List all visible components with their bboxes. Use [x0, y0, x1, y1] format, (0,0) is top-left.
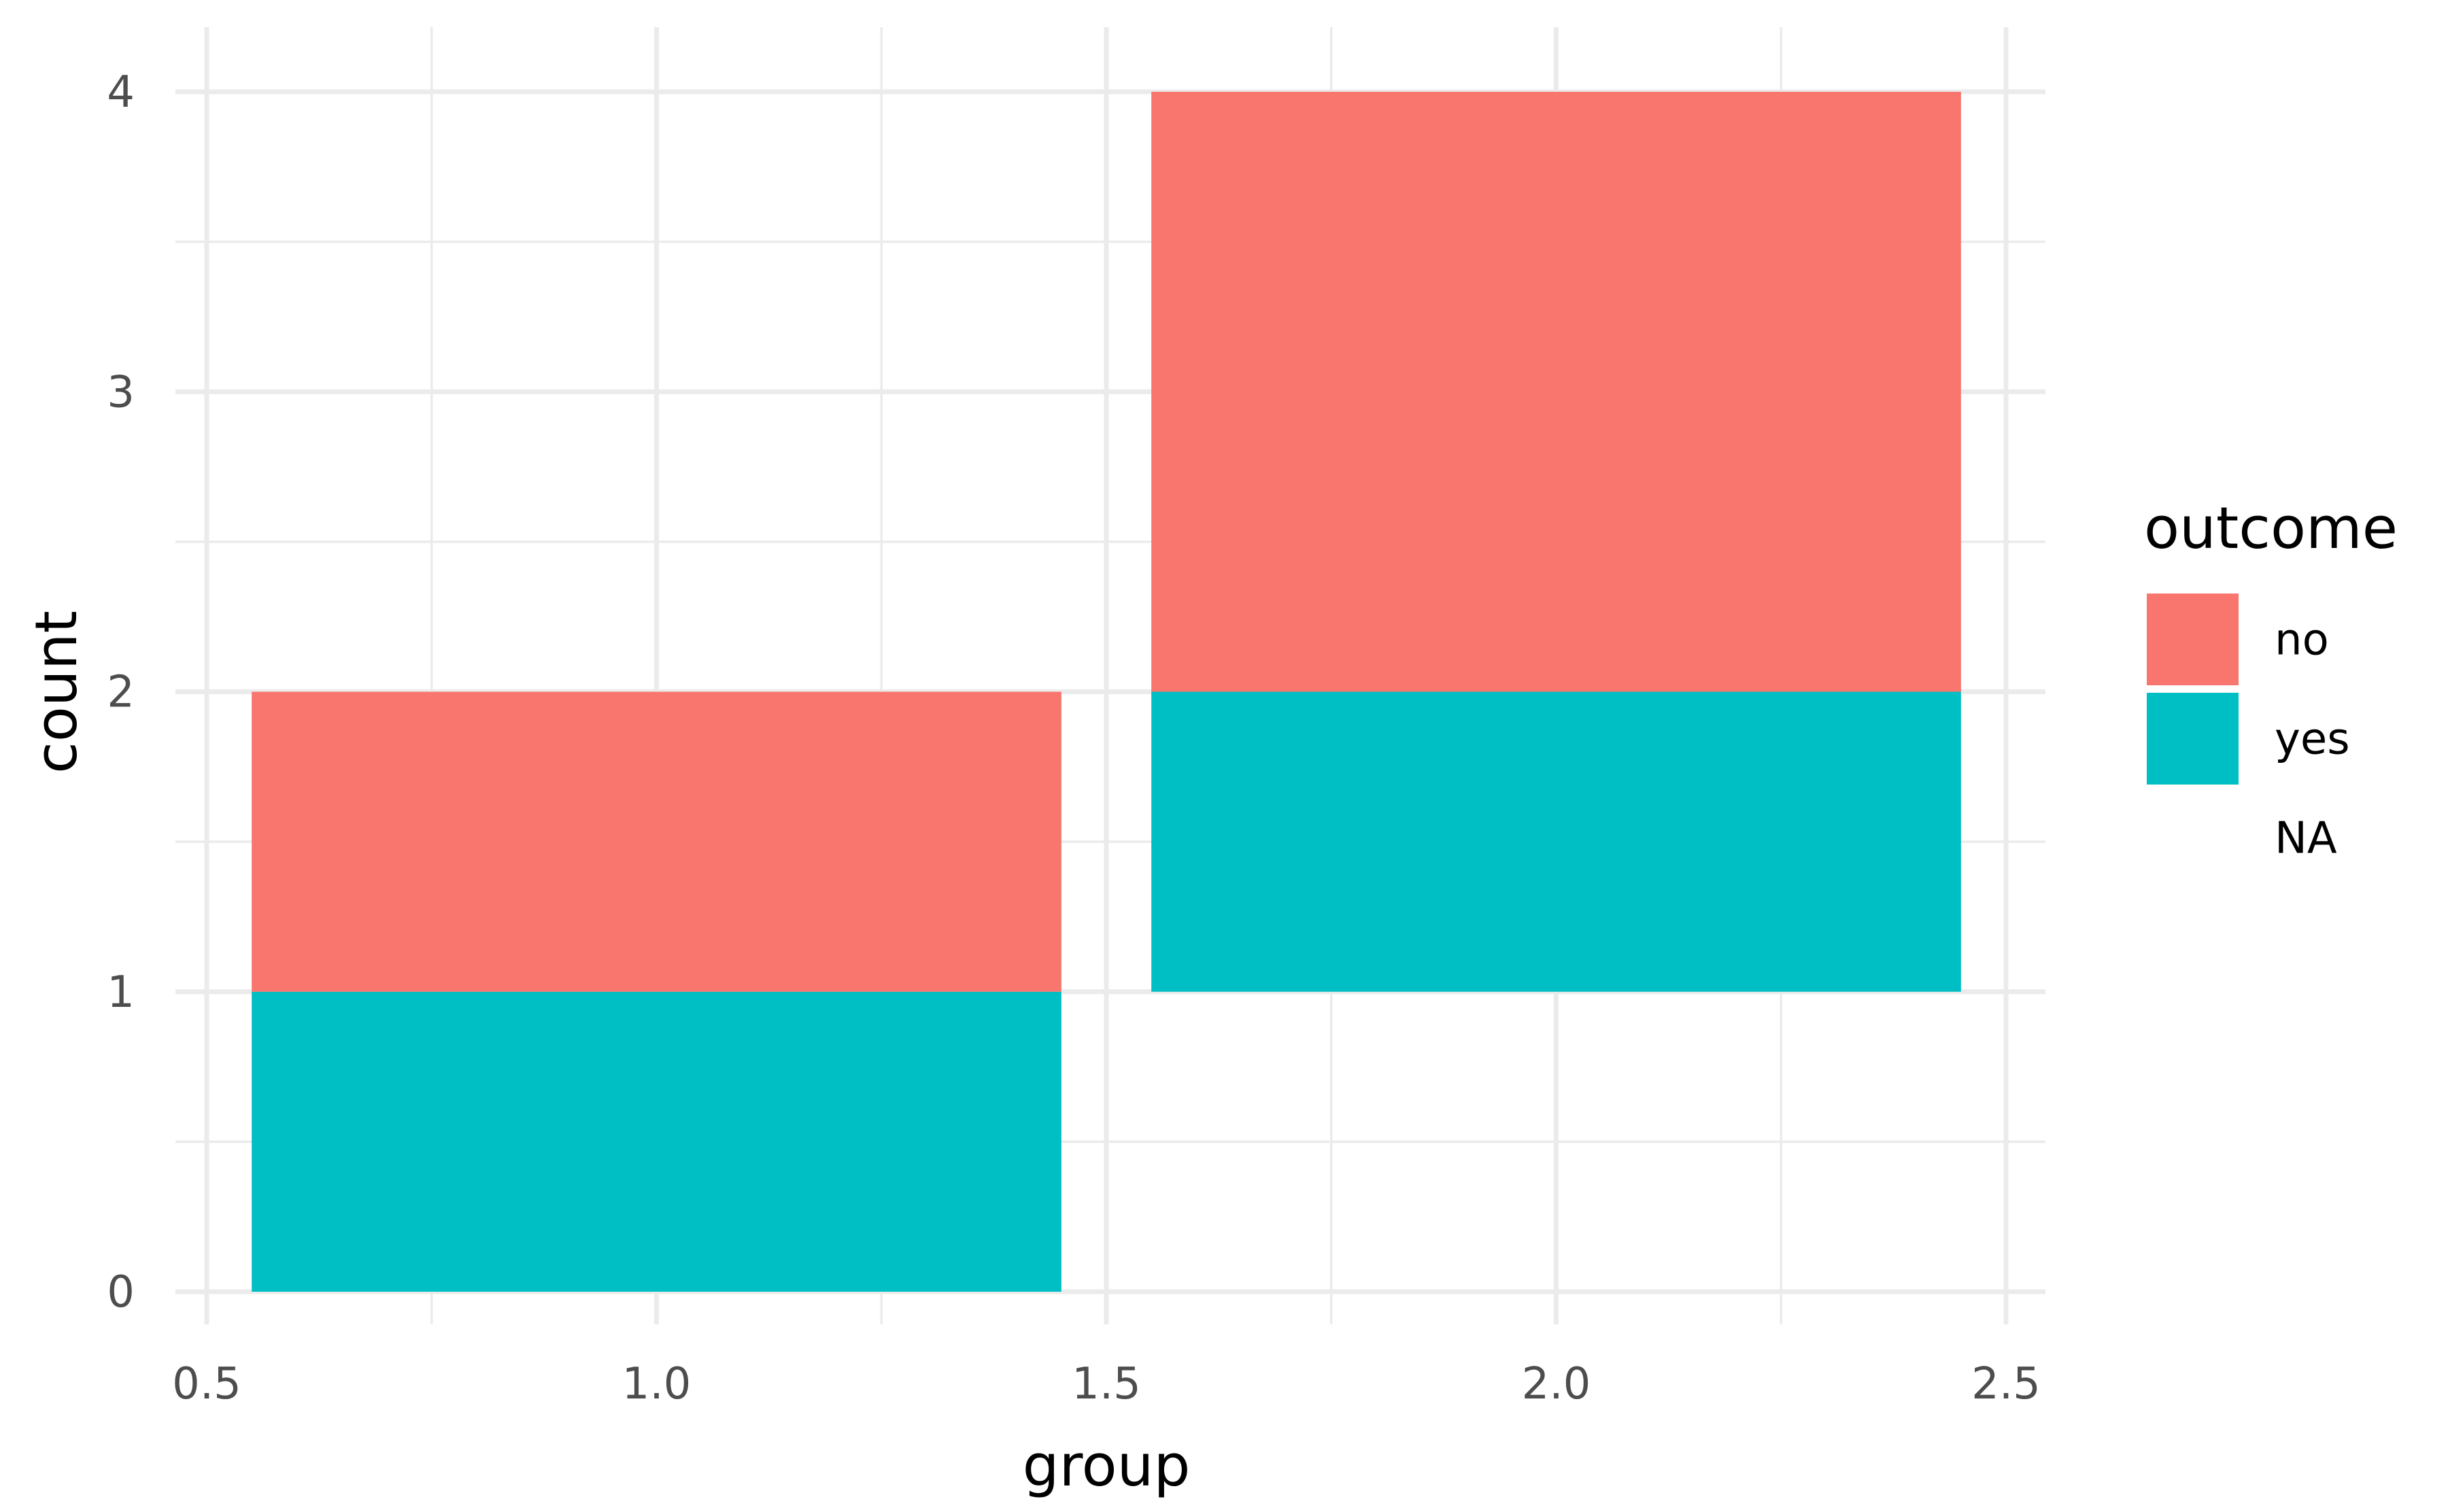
legend-label-yes: yes [2275, 715, 2350, 765]
x-tick-label: 1.5 [1072, 1359, 1141, 1409]
y-tick-label: 4 [107, 67, 135, 118]
legend-key-yes [2147, 693, 2239, 785]
bar-no-group-1 [252, 691, 1061, 992]
legend: outcome no yes NA [2144, 495, 2398, 864]
bars [252, 92, 1961, 1292]
y-tick-label: 2 [107, 668, 135, 718]
tick-labels: 0.5 1.0 1.5 2.0 2.5 0 1 2 3 4 [107, 67, 2041, 1409]
y-tick-label: 1 [107, 967, 135, 1018]
y-tick-label: 0 [107, 1267, 135, 1318]
legend-title: outcome [2144, 495, 2398, 562]
y-axis-title: count [23, 611, 90, 774]
bar-no-group-2 [1151, 92, 1961, 692]
bar-yes-group-1 [252, 991, 1061, 1292]
legend-label-NA: NA [2275, 814, 2337, 864]
bar-yes-group-2 [1151, 691, 1961, 992]
legend-key-no [2147, 594, 2239, 685]
x-tick-label: 2.5 [1971, 1359, 2041, 1409]
legend-label-no: no [2275, 615, 2329, 666]
x-tick-label: 1.0 [622, 1359, 692, 1409]
y-tick-label: 3 [107, 367, 135, 417]
x-tick-label: 2.0 [1522, 1359, 1591, 1409]
x-tick-label: 0.5 [172, 1359, 241, 1409]
x-axis-title: group [1023, 1432, 1191, 1500]
